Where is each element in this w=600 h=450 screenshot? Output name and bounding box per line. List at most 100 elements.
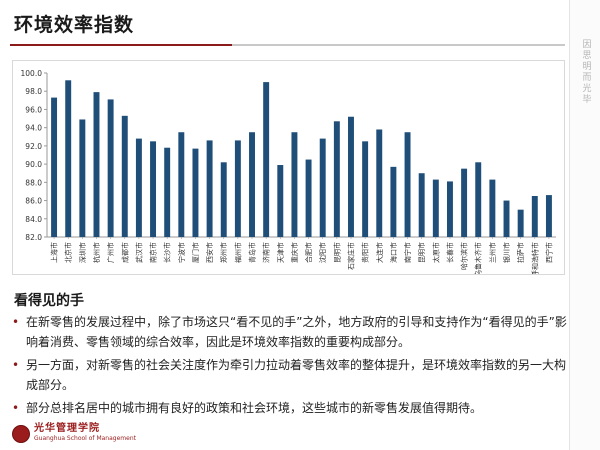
bullet-text: 另一方面，对新零售的社会关注度作为牵引力拉动着零售效率的整体提升，是环境效率指数… — [26, 358, 567, 392]
bullet-marker: • — [12, 315, 20, 329]
x-tick-label: 重庆市 — [290, 242, 299, 263]
x-tick-label: 长沙市 — [163, 242, 172, 263]
bar — [206, 140, 213, 237]
bar — [150, 141, 157, 237]
x-tick-label: 济南市 — [262, 242, 271, 263]
bar — [348, 116, 354, 237]
x-tick-label: 沈阳市 — [318, 242, 327, 263]
bullet-text: 在新零售的发展过程中，除了市场这只“看不见的手”之外，地方政府的引导和支持作为“… — [26, 315, 567, 349]
x-tick-label: 南宁市 — [403, 242, 412, 263]
bar — [79, 119, 86, 237]
y-tick-label: 82.0 — [25, 233, 42, 242]
bar — [234, 140, 241, 237]
bar — [362, 141, 369, 237]
x-tick-label: 北京市 — [64, 242, 73, 263]
logo-text: 光华管理学院 — [34, 423, 100, 434]
y-tick-label: 96.0 — [25, 105, 42, 114]
x-tick-label: 海口市 — [389, 242, 398, 263]
bullet-item: • 部分总排名居中的城市拥有良好的政策和社会环境，这些城市的新零售发展值得期待。 — [12, 398, 572, 418]
x-tick-label: 乌鲁木齐市 — [474, 242, 483, 274]
x-tick-label: 广州市 — [106, 242, 115, 263]
bar — [446, 181, 453, 237]
x-tick-label: 西安市 — [205, 242, 214, 263]
bar — [461, 168, 468, 237]
school-logo: 光华管理学院 Guanghua School of Management — [12, 424, 136, 444]
x-tick-label: 南京市 — [149, 242, 158, 263]
bullet-item: • 在新零售的发展过程中，除了市场这只“看不见的手”之外，地方政府的引导和支持作… — [12, 312, 572, 352]
x-tick-label: 太原市 — [431, 242, 440, 263]
bar — [107, 99, 114, 237]
bar — [51, 97, 58, 237]
y-tick-label: 92.0 — [25, 142, 42, 151]
bar — [503, 200, 510, 237]
bar-chart: 82.0 84.0 86.0 88.0 90.0 92.0 94.0 96.0 98.0 100.… — [21, 69, 556, 274]
bullet-item: • 另一方面，对新零售的社会关注度作为牵引力拉动着零售效率的整体提升，是环境效率… — [12, 355, 572, 395]
x-tick-label: 银川市 — [502, 242, 511, 263]
y-tick-label: 90.0 — [25, 160, 42, 169]
y-tick-label: 84.0 — [25, 215, 42, 224]
bar — [545, 195, 552, 237]
x-tick-label: 兰州市 — [488, 242, 497, 263]
bar — [404, 132, 411, 237]
x-tick-label: 呼和浩特市 — [530, 242, 539, 274]
x-tick-label: 郑州市 — [219, 242, 228, 263]
y-tick-label: 100.0 — [21, 69, 43, 78]
bar — [390, 166, 397, 237]
bar — [263, 82, 270, 237]
side-motto: 因思明 而光毕 — [582, 40, 592, 105]
bar — [489, 179, 496, 237]
bullet-marker: • — [12, 401, 20, 415]
bar — [93, 92, 100, 237]
bar — [517, 209, 524, 237]
x-tick-label: 大连市 — [375, 242, 384, 263]
bar — [178, 132, 185, 237]
x-tick-label: 杭州市 — [92, 242, 101, 263]
x-tick-label: 昆明市 — [332, 242, 341, 263]
bar — [164, 147, 171, 237]
bar — [333, 121, 340, 237]
bar — [418, 173, 425, 237]
bar — [432, 179, 439, 237]
x-tick-label: 青岛市 — [248, 242, 257, 263]
x-tick-label: 厦门市 — [191, 242, 200, 263]
x-tick-label: 天津市 — [276, 242, 285, 263]
seal-icon — [12, 425, 30, 443]
bar — [192, 148, 199, 237]
x-tick-label: 西宁市 — [544, 242, 553, 263]
x-tick-label: 昆明市 — [417, 242, 426, 263]
bar — [135, 138, 142, 237]
chart-frame: 82.0 84.0 86.0 88.0 90.0 92.0 94.0 96.0 98.0 100.… — [12, 60, 565, 275]
y-tick-label: 98.0 — [25, 87, 42, 96]
x-tick-label: 福州市 — [233, 242, 242, 263]
bullet-text: 部分总排名居中的城市拥有良好的政策和社会环境，这些城市的新零售发展值得期待。 — [26, 401, 483, 415]
title-divider — [10, 44, 565, 46]
x-tick-label: 宁波市 — [177, 242, 186, 263]
y-tick-label: 94.0 — [25, 124, 42, 133]
x-tick-label: 武汉市 — [134, 242, 143, 263]
bar — [65, 80, 72, 238]
y-tick-label: 86.0 — [25, 197, 42, 206]
y-tick-label: 88.0 — [25, 178, 42, 187]
x-tick-label: 拉萨市 — [516, 242, 525, 263]
bar — [291, 132, 298, 237]
section-title: 看得见的手 — [14, 293, 84, 309]
x-tick-label: 石家庄市 — [346, 242, 355, 270]
side-banner: 因思明 而光毕 — [569, 0, 600, 450]
x-tick-label: 贵阳市 — [361, 242, 370, 263]
x-tick-label: 哈尔滨市 — [460, 242, 469, 270]
bullet-marker: • — [12, 358, 20, 372]
x-tick-label: 长春市 — [445, 242, 454, 263]
x-tick-label: 深圳市 — [78, 242, 87, 263]
bar — [249, 132, 255, 237]
x-tick-label: 上海市 — [50, 242, 59, 263]
logo-subtext: Guanghua School of Management — [34, 435, 136, 442]
bar — [319, 138, 326, 237]
x-tick-label: 成都市 — [120, 242, 129, 263]
bar — [531, 196, 538, 237]
bar — [475, 162, 482, 237]
bar — [305, 159, 312, 237]
bar — [376, 129, 383, 237]
slide-title: 环境效率指数 — [14, 14, 135, 36]
bar — [121, 115, 128, 237]
bar — [277, 165, 284, 237]
